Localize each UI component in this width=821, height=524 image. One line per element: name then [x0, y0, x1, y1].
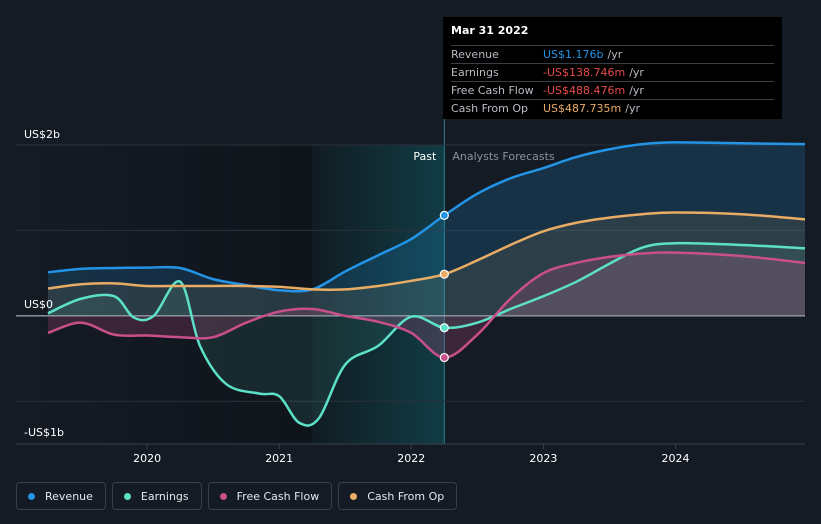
- legend-item-earnings[interactable]: Earnings: [111, 482, 202, 510]
- revenue-dot-icon: [28, 492, 35, 500]
- tooltip-row-value: US$1.176b: [543, 48, 604, 61]
- revenue-marker: [439, 210, 449, 220]
- revenue-line: [47, 141, 806, 293]
- earnings-area: [48, 243, 805, 426]
- x-tick-label: 2020: [133, 452, 161, 465]
- tooltip-row-unit: /yr: [607, 48, 623, 61]
- free-cash-flow-line: [47, 251, 806, 359]
- cash-from-op-area: [48, 212, 805, 316]
- cash-from-op-line: [47, 211, 806, 291]
- tooltip-row-value: -US$138.746m: [543, 66, 626, 79]
- tooltip-row-value: US$487.735m: [543, 102, 622, 115]
- free-cash-flow-marker: [439, 352, 449, 363]
- forecast-label: Analysts Forecasts: [452, 150, 555, 163]
- y-tick-label: -US$1b: [24, 426, 64, 439]
- legend-item-cash-from-op[interactable]: Cash From Op: [338, 482, 458, 510]
- tooltip-row-label: Free Cash Flow: [451, 84, 534, 97]
- legend-label: Revenue: [45, 489, 93, 503]
- tooltip-row-unit: /yr: [629, 66, 644, 79]
- x-tick-label: 2023: [529, 452, 557, 465]
- y-tick-label: US$0: [24, 298, 53, 311]
- past-label: Past: [413, 150, 437, 163]
- earnings-line: [47, 241, 806, 427]
- x-tick-label: 2021: [265, 452, 293, 465]
- free-cash-flow-area: [48, 252, 805, 358]
- tooltip-row-unit: /yr: [629, 84, 644, 97]
- x-tick-label: 2024: [662, 452, 690, 465]
- tooltip-date: Mar 31 2022: [451, 23, 774, 46]
- earnings-dot-icon: [123, 492, 131, 500]
- tooltip-row-revenue: Revenue US$1.176b /yr: [451, 46, 774, 64]
- tooltip-row-cash-from-op: Cash From Op US$487.735m /yr: [451, 100, 774, 117]
- tooltip-row-label: Cash From Op: [451, 102, 529, 115]
- tooltip-row-earnings: Earnings -US$138.746m /yr: [451, 64, 774, 82]
- tooltip-row-unit: /yr: [625, 102, 640, 115]
- tooltip-panel: Mar 31 2022 Revenue US$1.176b /yr Earnin…: [443, 17, 782, 119]
- x-tick-label: 2022: [397, 452, 425, 465]
- tooltip-row-value: -US$488.476m: [543, 84, 626, 97]
- legend-label: Earnings: [140, 489, 189, 503]
- tooltip-row-label: Earnings: [451, 66, 499, 79]
- legend-item-free-cash-flow[interactable]: Free Cash Flow: [207, 482, 333, 510]
- earnings-marker: [439, 323, 449, 333]
- legend: Revenue Earnings Free Cash Flow Cash Fro…: [16, 482, 458, 510]
- y-tick-label: US$2b: [24, 128, 60, 141]
- cash-from-op-marker: [439, 269, 449, 279]
- legend-label: Cash From Op: [367, 489, 445, 503]
- tooltip-row-free-cash-flow: Free Cash Flow -US$488.476m /yr: [451, 82, 774, 100]
- free-cash-flow-dot-icon: [219, 492, 227, 500]
- cash-from-op-dot-icon: [350, 492, 358, 500]
- tooltip-row-label: Revenue: [451, 48, 499, 61]
- legend-item-revenue[interactable]: Revenue: [16, 482, 106, 510]
- legend-label: Free Cash Flow: [236, 489, 320, 503]
- highlight-zone: [312, 145, 445, 444]
